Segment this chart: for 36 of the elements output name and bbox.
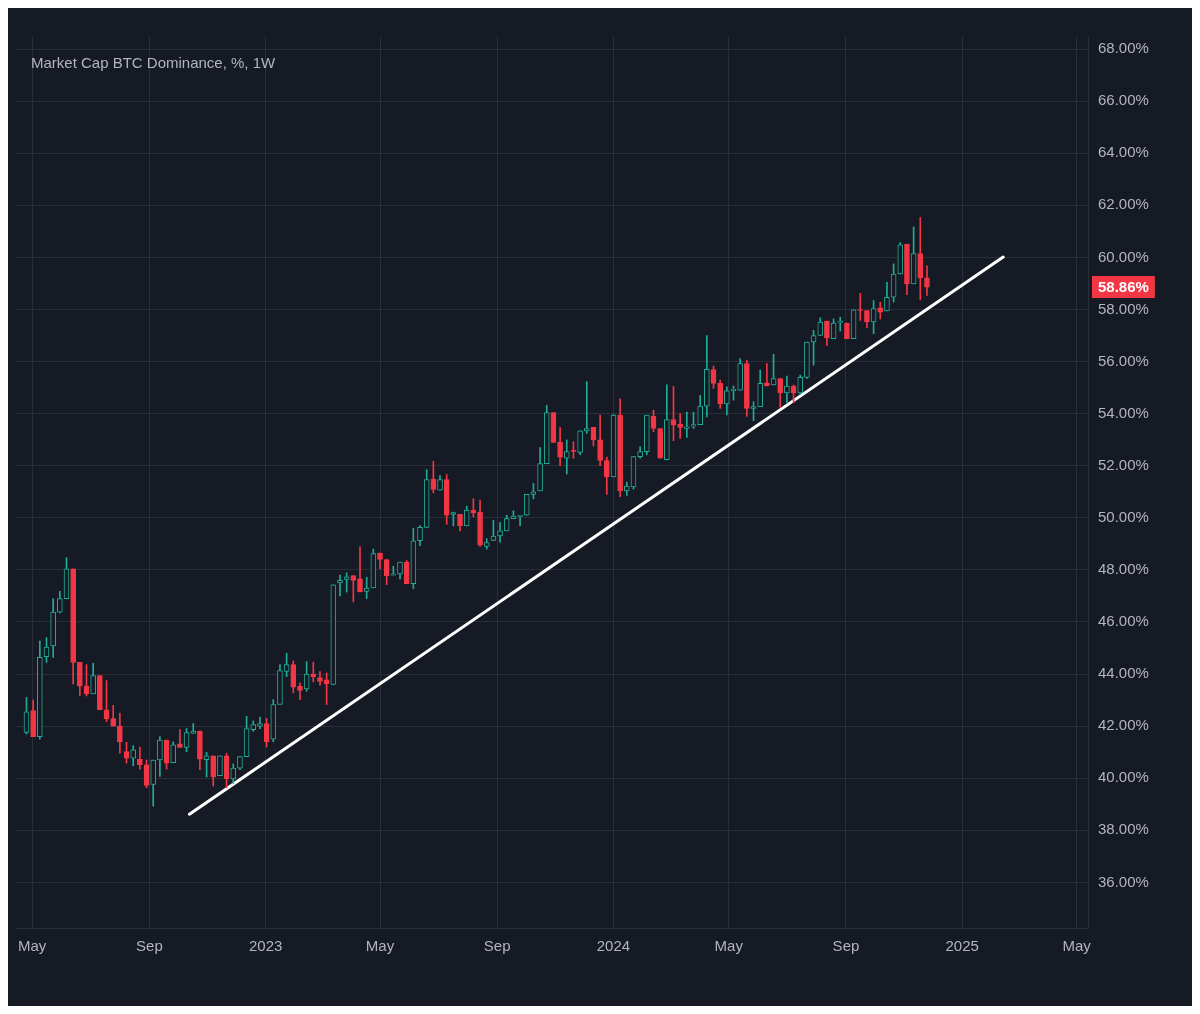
y-tick-label: 48.00% — [1098, 560, 1149, 578]
y-tick-label: 62.00% — [1098, 195, 1149, 213]
y-tick-label: 56.00% — [1098, 351, 1149, 369]
x-tick-label: 2023 — [248, 937, 283, 955]
candlestick — [583, 381, 590, 434]
y-tick-label: 46.00% — [1098, 612, 1149, 630]
text: 58.86% — [1098, 278, 1149, 296]
x-tick-label: May — [365, 937, 395, 955]
x-tick-label: Sep — [483, 937, 511, 955]
y-tick-label: 68.00% — [1098, 39, 1149, 57]
y-tick-label: 42.00% — [1098, 716, 1149, 734]
x-tick-label: 2025 — [945, 937, 979, 955]
x-tick-label: May — [18, 937, 47, 955]
y-tick-label: 50.00% — [1098, 507, 1149, 525]
y-tick-label: 40.00% — [1098, 768, 1149, 786]
x-tick-label: Sep — [136, 937, 163, 955]
text: Market Cap BTC Dominance, %, 1W — [30, 54, 277, 72]
y-tick-label: 44.00% — [1098, 664, 1149, 682]
y-tick-label: 52.00% — [1098, 455, 1149, 473]
candlestick — [684, 411, 690, 438]
y-tick-label: 54.00% — [1098, 403, 1149, 421]
candlestick — [177, 729, 183, 748]
y-tick-label: 58.00% — [1098, 299, 1149, 317]
y-tick-label: 36.00% — [1098, 872, 1149, 890]
candlestick — [677, 413, 683, 439]
y-tick-label: 38.00% — [1098, 820, 1149, 838]
candlestick — [784, 375, 790, 404]
y-tick-label: 66.00% — [1098, 91, 1149, 109]
y-tick-label: 60.00% — [1098, 247, 1149, 265]
x-tick-label: Sep — [832, 937, 860, 955]
x-tick-label: May — [1062, 937, 1092, 955]
x-tick-label: 2024 — [596, 937, 631, 955]
x-tick-label: May — [714, 937, 744, 955]
y-tick-label: 64.00% — [1098, 143, 1149, 161]
candlestick — [563, 439, 570, 475]
candlestick — [350, 575, 357, 603]
